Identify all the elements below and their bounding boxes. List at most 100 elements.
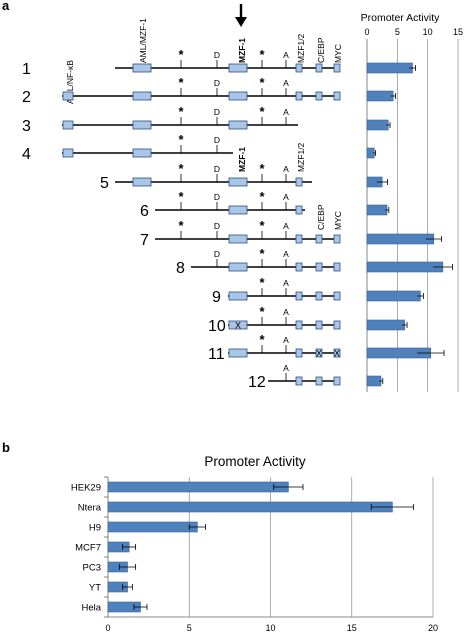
binding-site-box (315, 262, 323, 272)
binding-site-box (132, 63, 152, 73)
binding-site-box (228, 234, 248, 244)
construct-number: 11 (208, 346, 225, 363)
site-star: * (259, 161, 265, 176)
label-aml-nfkb: AML/NF-κB (65, 60, 75, 104)
construct-10: 10 * A X (208, 304, 341, 335)
site-star: * (178, 189, 184, 204)
x-tick-label: 10 (265, 623, 275, 633)
site-star: * (259, 246, 265, 261)
site-a: A (283, 192, 289, 202)
binding-site-box (295, 234, 303, 244)
binding-site-box (228, 262, 248, 272)
label-mzf12-top: MZF1/2 (296, 33, 306, 63)
bar-1 (366, 62, 413, 74)
construct-number: 12 (248, 374, 266, 391)
construct-7: 7 * * D A (140, 218, 341, 249)
label-myc-top: MYC (333, 44, 343, 63)
site-star: * (259, 275, 265, 290)
binding-site-box (228, 63, 248, 73)
category-label: Ntera (78, 503, 102, 514)
promoter-constructs: 1 * * D A 2 * * D A 3 * * D A 4 * D 5 * * D A 6 * * D A 7 * * D A 8 * D A 9 * A… (22, 47, 341, 391)
site-d: D (214, 50, 220, 60)
binding-site-box (315, 91, 323, 101)
bar-hek29 (107, 481, 289, 493)
site-a: A (283, 78, 289, 88)
chart-a-title: Promoter Activity (361, 12, 441, 24)
chart-b-bars (107, 481, 414, 613)
binding-site-box (315, 376, 323, 386)
construct-11: 11 * A X X (208, 332, 341, 363)
construct-9: 9 * A (212, 275, 341, 306)
construct-number: 4 (22, 146, 31, 163)
binding-site-box (315, 348, 323, 358)
x-tick-label: 10 (423, 27, 433, 37)
bar-2 (366, 90, 394, 102)
construct-number: 8 (176, 260, 185, 277)
binding-site-box (228, 91, 248, 101)
site-star: * (178, 161, 184, 176)
x-tick-label: 5 (187, 623, 192, 633)
binding-site-box (295, 91, 303, 101)
site-star: * (178, 47, 184, 62)
site-a: A (283, 278, 289, 288)
category-label: Hela (81, 603, 101, 614)
construct-number: 2 (22, 89, 31, 106)
construct-number: 5 (100, 175, 109, 192)
bar-ntera (107, 501, 393, 513)
construct-5: 5 * * D A (100, 161, 312, 192)
binding-site-box (333, 63, 341, 73)
site-d: D (214, 221, 220, 231)
binding-site-box (333, 348, 341, 358)
site-a: A (283, 107, 289, 117)
bar-h9 (107, 521, 198, 533)
binding-site-box (295, 348, 303, 358)
construct-number: 6 (140, 203, 149, 220)
category-label: YT (89, 583, 101, 594)
chart-b-grid (104, 476, 434, 618)
arrow-down-icon (235, 4, 247, 27)
label-cebp-mid: C/EBP (316, 204, 326, 230)
binding-site-box (228, 177, 248, 187)
panel-a-letter: a (2, 0, 10, 13)
construct-3: 3 * * D A (22, 104, 298, 135)
site-star: * (178, 75, 184, 90)
mutated-site-x: X (334, 349, 340, 359)
site-star: * (259, 47, 265, 62)
binding-site-box (315, 320, 323, 330)
mutated-site-x: X (235, 321, 241, 331)
site-a: A (283, 307, 289, 317)
site-d: D (214, 192, 220, 202)
bar-10 (366, 319, 405, 331)
label-mzf1-mid: MZF-1 (237, 147, 247, 172)
site-a: A (283, 221, 289, 231)
site-star: * (259, 218, 265, 233)
x-tick-label: 20 (428, 623, 438, 633)
site-d: D (214, 78, 220, 88)
binding-site-box (228, 291, 248, 301)
construct-number: 3 (22, 118, 31, 135)
label-cebp-top: C/EBP (316, 37, 326, 63)
site-star: * (259, 75, 265, 90)
bar-3 (366, 119, 389, 131)
construct-1: 1 * * D A (22, 47, 341, 78)
site-d: D (214, 135, 220, 145)
x-tick-label: 15 (347, 623, 357, 633)
site-star: * (178, 132, 184, 147)
binding-site-box (228, 120, 248, 130)
binding-site-box (62, 148, 74, 158)
binding-site-box (132, 91, 152, 101)
site-star: * (259, 332, 265, 347)
construct-2: 2 * * D A (22, 75, 341, 106)
x-tick-label: 0 (364, 27, 369, 37)
binding-site-box (333, 234, 341, 244)
construct-number: 10 (208, 318, 226, 335)
site-a: A (283, 335, 289, 345)
category-label: H9 (89, 523, 101, 534)
chart-a-ticks: 0 5 10 15 (364, 27, 463, 37)
chart-a: Promoter Activity 0 5 10 15 (361, 12, 463, 392)
construct-number: 9 (212, 289, 221, 306)
binding-site-box (295, 63, 303, 73)
x-tick-label: 15 (453, 27, 463, 37)
binding-site-box (295, 177, 303, 187)
